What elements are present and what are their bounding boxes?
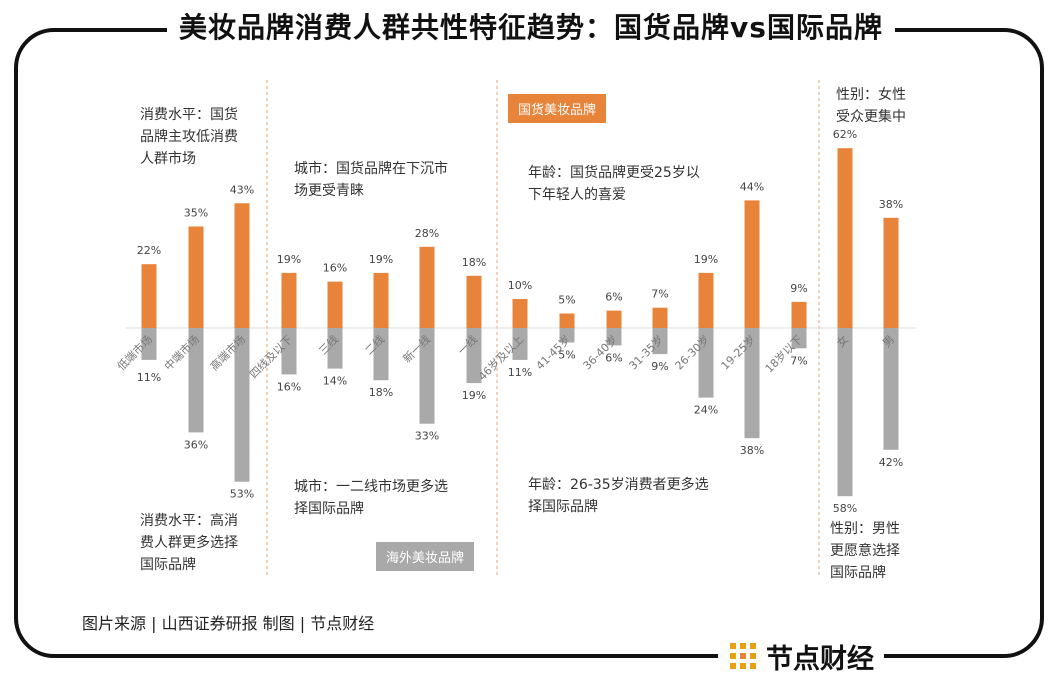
value-label-domestic: 5% <box>558 294 575 307</box>
annotation-city-domestic: 城市：国货品牌在下沉市 场更受青睐 <box>294 161 448 199</box>
bar-domestic <box>744 200 760 328</box>
value-label-domestic: 35% <box>184 207 208 220</box>
value-label-international: 14% <box>323 375 347 388</box>
value-label-domestic: 9% <box>790 282 807 295</box>
bar-international <box>373 328 389 381</box>
bar-domestic <box>652 307 668 328</box>
bar-international <box>234 328 250 482</box>
annotation-gender-domestic: 性别：女性 受众更集中 <box>836 87 906 125</box>
bar-domestic <box>419 246 435 328</box>
annotation-age-domestic: 年龄：国货品牌更受25岁以 下年轻人的喜爱 <box>528 165 700 203</box>
bar-international <box>281 328 297 375</box>
bar-domestic <box>698 272 714 328</box>
bar-domestic <box>837 148 853 328</box>
bar-domestic <box>883 217 899 328</box>
annotation-age-intl: 年龄：26-35岁消费者更多选 择国际品牌 <box>528 477 709 515</box>
legend-domestic-badge: 国货美妆品牌 <box>508 94 607 123</box>
bar-international <box>512 328 528 360</box>
bar-international <box>419 328 435 424</box>
value-label-domestic: 19% <box>694 253 718 266</box>
value-label-domestic: 18% <box>462 256 486 269</box>
bar-domestic <box>234 203 250 328</box>
value-label-domestic: 19% <box>369 253 393 266</box>
value-label-domestic: 22% <box>137 244 161 257</box>
jiedian-logo-icon <box>730 643 756 669</box>
value-label-international: 36% <box>184 438 208 451</box>
value-label-domestic: 44% <box>740 180 764 193</box>
bar-international <box>744 328 760 439</box>
bar-international <box>327 328 343 369</box>
page-title: 美妆品牌消费人群共性特征趋势：国货品牌vs国际品牌 <box>0 6 1062 46</box>
value-label-international: 16% <box>277 380 301 393</box>
bar-international <box>698 328 714 398</box>
value-label-domestic: 19% <box>277 253 301 266</box>
bar-domestic <box>791 301 807 328</box>
bar-international <box>141 328 157 360</box>
annotation-city-intl: 城市：一二线市场更多选 择国际品牌 <box>294 479 448 517</box>
brand-name: 节点财经 <box>766 643 874 675</box>
bar-international <box>652 328 668 355</box>
annotation-spend-domestic: 消费水平：国货 品牌主攻低消费 人群市场 <box>140 107 238 167</box>
bar-international <box>791 328 807 349</box>
bar-international <box>606 328 622 346</box>
value-label-international: 38% <box>740 444 764 457</box>
source-caption: 图片来源 | 山西证券研报 制图 | 节点财经 <box>82 614 375 633</box>
value-label-international: 24% <box>694 404 718 417</box>
value-label-international: 9% <box>651 360 668 373</box>
value-label-international: 53% <box>230 488 254 501</box>
value-label-domestic: 16% <box>323 262 347 275</box>
bar-international <box>883 328 899 450</box>
value-label-domestic: 62% <box>833 128 857 141</box>
value-label-international: 11% <box>508 366 532 379</box>
bar-international <box>466 328 482 384</box>
value-label-international: 18% <box>369 386 393 399</box>
value-label-domestic: 28% <box>415 227 439 240</box>
value-label-international: 5% <box>558 349 575 362</box>
value-label-domestic: 38% <box>879 198 903 211</box>
bar-domestic <box>512 299 528 328</box>
annotation-gender-intl: 性别：男性 更愿意选择 国际品牌 <box>830 521 900 581</box>
bar-domestic <box>466 275 482 328</box>
value-label-international: 6% <box>605 351 622 364</box>
value-label-domestic: 43% <box>230 183 254 196</box>
bar-international <box>188 328 204 433</box>
value-label-international: 33% <box>415 430 439 443</box>
bar-domestic <box>188 226 204 328</box>
bar-domestic <box>606 310 622 328</box>
value-label-international: 19% <box>462 389 486 402</box>
bar-domestic <box>141 264 157 328</box>
bar-domestic <box>281 272 297 328</box>
annotation-spend-intl: 消费水平：高消 费人群更多选择 国际品牌 <box>140 513 238 573</box>
value-label-domestic: 7% <box>651 288 668 301</box>
bar-international <box>837 328 853 497</box>
brand: 节点财经 <box>718 636 884 676</box>
bar-international <box>559 328 575 343</box>
value-label-international: 42% <box>879 456 903 469</box>
value-label-domestic: 6% <box>605 291 622 304</box>
value-label-domestic: 10% <box>508 279 532 292</box>
value-label-international: 58% <box>833 502 857 515</box>
bar-domestic <box>559 313 575 328</box>
value-label-international: 7% <box>790 354 807 367</box>
legend-international-badge: 海外美妆品牌 <box>376 542 475 571</box>
bar-domestic <box>327 281 343 328</box>
bar-domestic <box>373 272 389 328</box>
value-label-international: 11% <box>137 371 161 384</box>
